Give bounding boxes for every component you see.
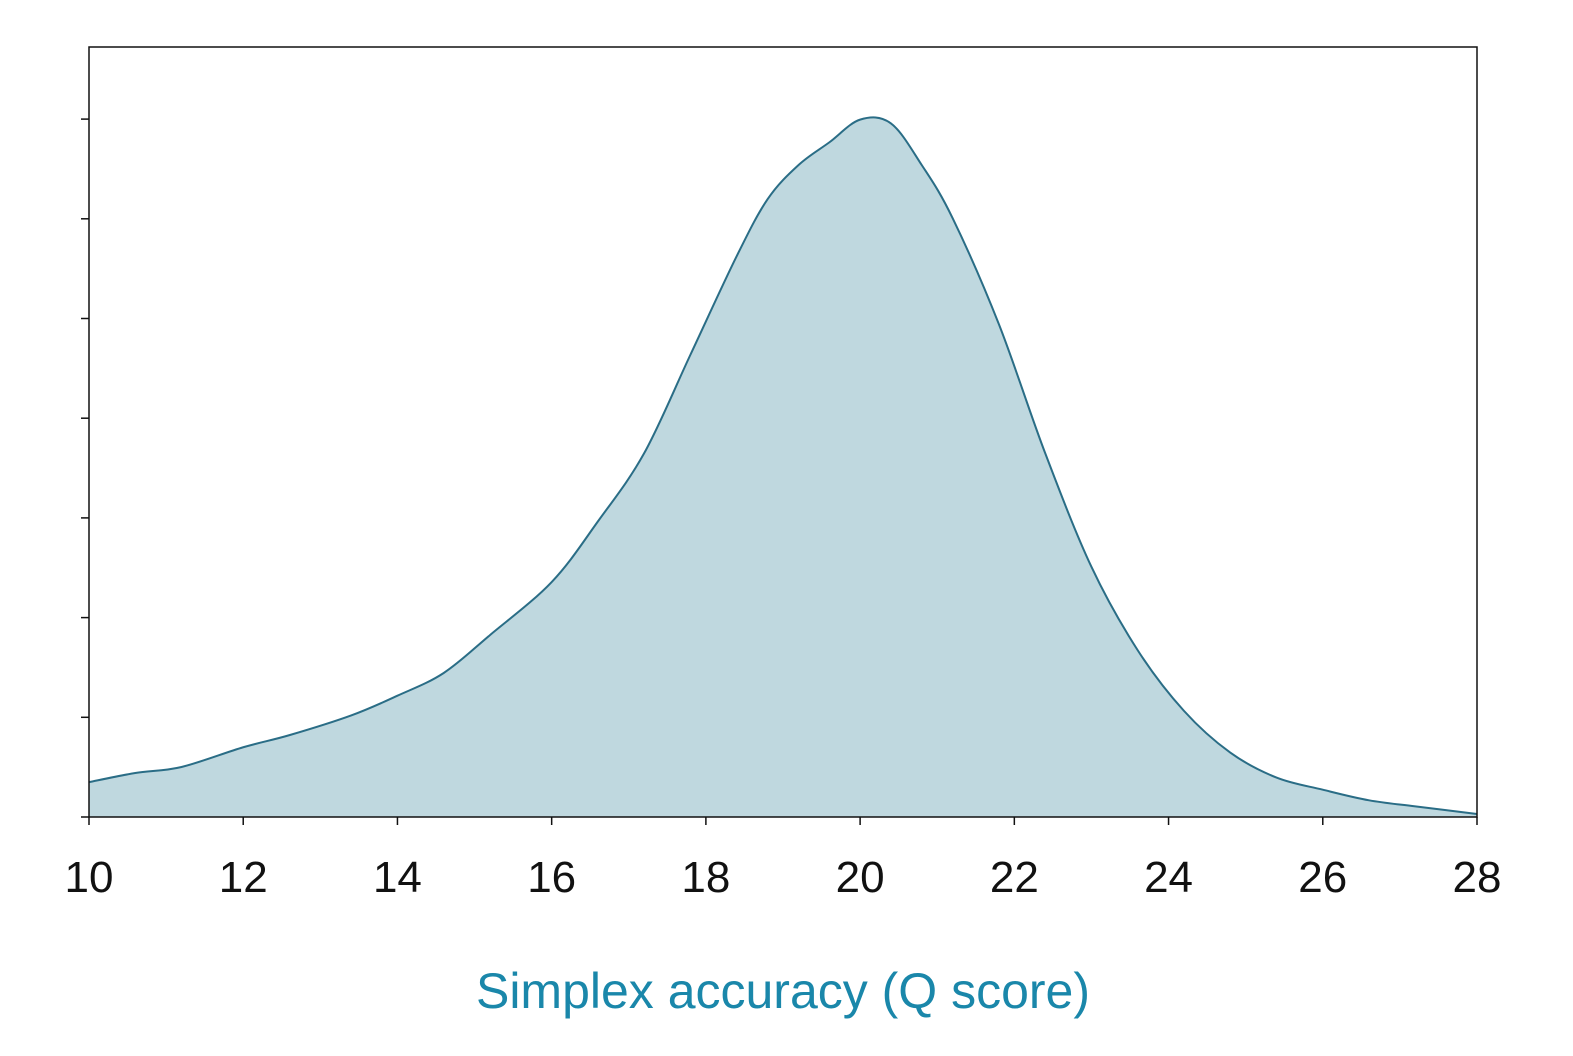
x-tick-label: 20	[836, 853, 885, 902]
plot-frame	[88, 46, 1478, 818]
x-tick-label: 24	[1144, 853, 1193, 902]
x-tick-label: 10	[65, 853, 114, 902]
x-tick-label: 26	[1298, 853, 1347, 902]
x-axis-ticks: 10 12 14 16 18 20 22 24 26 28	[65, 817, 1502, 902]
density-curve-line	[88, 116, 1478, 815]
density-area-fill	[89, 117, 1477, 818]
x-tick-label: 12	[219, 853, 268, 902]
x-tick-label: 18	[681, 853, 730, 902]
x-tick-label: 22	[990, 853, 1039, 902]
x-tick-label: 28	[1453, 853, 1502, 902]
x-axis-title: Simplex accuracy (Q score)	[476, 963, 1090, 1019]
x-tick-label: 14	[373, 853, 422, 902]
y-axis-ticks	[81, 118, 89, 818]
x-tick-label: 16	[527, 853, 576, 902]
